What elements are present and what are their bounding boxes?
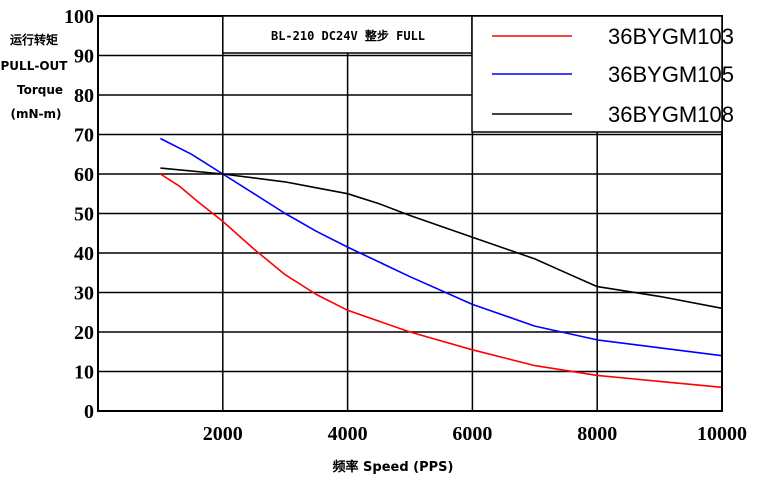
- title-box-frame: [222, 15, 473, 54]
- frame-layer: [97, 15, 723, 412]
- y-tick-label: 30: [74, 283, 94, 305]
- legend-label-36BYGM105: 36BYGM105: [608, 62, 734, 87]
- series-line-36BYGM108: [160, 167, 723, 310]
- x-axis-label: 频率 Speed (PPS): [333, 459, 454, 475]
- y-axis-label: 运行转矩 PULL-OUT Torque (mN-m): [1, 32, 69, 121]
- y-tick-label: 0: [84, 401, 94, 423]
- legend: 36BYGM103 36BYGM105 36BYGM108: [471, 15, 734, 133]
- x-tick-label: 6000: [452, 423, 492, 445]
- y-axis-label-line-2: PULL-OUT: [1, 59, 69, 73]
- chart-title: BL-210 DC24V 整步 FULL: [271, 28, 425, 43]
- y-tick-label: 80: [74, 85, 94, 107]
- series-layer: [159, 137, 723, 389]
- y-tick-label: 70: [74, 125, 94, 147]
- y-tick-label: 20: [74, 322, 94, 344]
- y-tick-label: 100: [64, 6, 94, 28]
- x-tick-label: 4000: [328, 423, 368, 445]
- chart-title-box: BL-210 DC24V 整步 FULL: [271, 28, 425, 43]
- y-tick-label: 40: [74, 243, 94, 265]
- x-tick-label: 8000: [577, 423, 617, 445]
- series-line-36BYGM103: [159, 173, 723, 389]
- y-tick-label: 10: [74, 362, 94, 384]
- series-line-36BYGM105: [160, 137, 723, 357]
- y-axis-label-line-1: 运行转矩: [10, 32, 58, 47]
- x-tick-label: 10000: [697, 423, 747, 445]
- y-tick-label: 50: [74, 204, 94, 226]
- y-tick-label: 90: [74, 46, 94, 68]
- legend-label-36BYGM103: 36BYGM103: [608, 24, 734, 49]
- legend-label-36BYGM108: 36BYGM108: [608, 102, 734, 127]
- tick-layer: 0 10 20 30 40 50 60 70 80 90 100 2000 4000 6000 8000 10…: [64, 6, 747, 445]
- x-tick-label: 2000: [203, 423, 243, 445]
- y-axis-label-line-3: Torque: [17, 83, 63, 97]
- y-tick-label: 60: [74, 164, 94, 186]
- y-axis-label-line-4: (mN-m): [11, 107, 62, 121]
